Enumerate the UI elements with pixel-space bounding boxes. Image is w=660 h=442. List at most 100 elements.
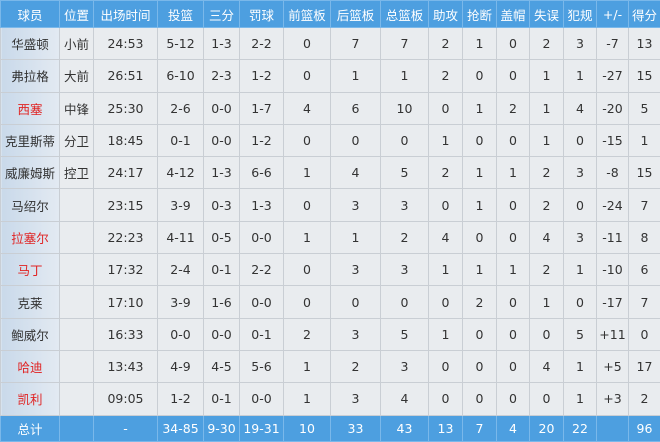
stat-cell: 10 (381, 92, 429, 124)
stat-cell: 2 (497, 92, 530, 124)
player-name[interactable]: 马丁 (1, 254, 60, 286)
stat-cell: 7 (629, 286, 660, 318)
stat-cell: 18:45 (94, 124, 158, 156)
totals-cell: 20 (530, 415, 564, 441)
stat-cell: 2 (530, 157, 564, 189)
stat-cell: 0 (284, 28, 331, 60)
stat-cell: 22:23 (94, 221, 158, 253)
stat-cell: 1 (463, 189, 497, 221)
stat-cell: 1 (463, 28, 497, 60)
stat-cell: 4-12 (158, 157, 204, 189)
totals-cell: 43 (381, 415, 429, 441)
stat-cell: 0 (463, 221, 497, 253)
totals-cell: 9-30 (204, 415, 240, 441)
totals-cell: 33 (331, 415, 381, 441)
column-header[interactable]: 罚球 (240, 1, 284, 28)
totals-label: 总计 (1, 415, 60, 441)
player-name: 华盛顿 (1, 28, 60, 60)
stat-cell: +5 (597, 350, 629, 382)
stat-cell: 0-1 (240, 318, 284, 350)
stat-cell: 3-9 (158, 189, 204, 221)
player-name[interactable]: 拉塞尔 (1, 221, 60, 253)
stat-cell: 0 (429, 383, 463, 415)
stat-cell: 1 (530, 60, 564, 92)
stat-cell: 1-3 (204, 157, 240, 189)
totals-cell: - (94, 415, 158, 441)
stat-cell: 1-2 (158, 383, 204, 415)
column-header[interactable]: 前篮板 (284, 1, 331, 28)
column-header[interactable]: 出场时间 (94, 1, 158, 28)
stat-cell: 5 (381, 157, 429, 189)
column-header[interactable]: 总篮板 (381, 1, 429, 28)
player-name: 威廉姆斯 (1, 157, 60, 189)
stat-cell: 2 (429, 28, 463, 60)
stat-cell: 1 (530, 286, 564, 318)
stat-cell: +11 (597, 318, 629, 350)
column-header[interactable]: +/- (597, 1, 629, 28)
totals-cell: 34-85 (158, 415, 204, 441)
stat-cell: 3 (331, 189, 381, 221)
stat-cell: 2 (530, 28, 564, 60)
stat-cell: 0-0 (204, 124, 240, 156)
header-row: 球员位置出场时间投篮三分罚球前篮板后篮板总篮板助攻抢断盖帽失误犯规+/-得分 (1, 1, 660, 28)
stat-cell: 13 (629, 28, 660, 60)
player-name[interactable]: 西塞 (1, 92, 60, 124)
stat-cell: 0 (463, 383, 497, 415)
player-name[interactable]: 凯利 (1, 383, 60, 415)
stat-cell: +3 (597, 383, 629, 415)
stat-cell: 6-6 (240, 157, 284, 189)
column-header[interactable]: 位置 (60, 1, 94, 28)
player-name[interactable]: 哈迪 (1, 350, 60, 382)
stat-cell: 0 (284, 189, 331, 221)
stat-cell: 2-4 (158, 254, 204, 286)
column-header[interactable]: 投篮 (158, 1, 204, 28)
stat-cell: 1 (629, 124, 660, 156)
totals-cell: 22 (564, 415, 597, 441)
stat-cell: 1 (564, 350, 597, 382)
stat-cell: 13:43 (94, 350, 158, 382)
stat-cell: 1 (497, 254, 530, 286)
stat-cell: 3 (564, 28, 597, 60)
column-header[interactable]: 得分 (629, 1, 660, 28)
stat-cell: 0 (429, 92, 463, 124)
stat-cell: 4 (530, 221, 564, 253)
stat-cell: 1 (429, 124, 463, 156)
column-header[interactable]: 助攻 (429, 1, 463, 28)
column-header[interactable]: 抢断 (463, 1, 497, 28)
stat-cell: 1-6 (204, 286, 240, 318)
stat-cell: 26:51 (94, 60, 158, 92)
stat-cell (60, 254, 94, 286)
stat-cell: 0 (564, 286, 597, 318)
stat-cell: -24 (597, 189, 629, 221)
column-header[interactable]: 后篮板 (331, 1, 381, 28)
player-name: 弗拉格 (1, 60, 60, 92)
stat-cell: 3 (381, 350, 429, 382)
stat-cell: 0-0 (158, 318, 204, 350)
totals-cell: 13 (429, 415, 463, 441)
column-header[interactable]: 三分 (204, 1, 240, 28)
stat-cell: 4-11 (158, 221, 204, 253)
stat-cell: 控卫 (60, 157, 94, 189)
stat-cell: 2 (530, 254, 564, 286)
column-header[interactable]: 失误 (530, 1, 564, 28)
stat-cell: 15 (629, 60, 660, 92)
column-header[interactable]: 盖帽 (497, 1, 530, 28)
stat-cell: 0 (530, 383, 564, 415)
column-header[interactable]: 球员 (1, 1, 60, 28)
stat-cell: 0-3 (204, 189, 240, 221)
stat-cell: 2 (463, 286, 497, 318)
stat-cell: -7 (597, 28, 629, 60)
totals-cell (597, 415, 629, 441)
stat-cell (60, 318, 94, 350)
stat-cell: 1 (381, 60, 429, 92)
column-header[interactable]: 犯规 (564, 1, 597, 28)
stat-cell: 1 (564, 60, 597, 92)
stat-cell: 25:30 (94, 92, 158, 124)
stat-cell: 0-1 (204, 383, 240, 415)
stat-cell: 6 (331, 92, 381, 124)
